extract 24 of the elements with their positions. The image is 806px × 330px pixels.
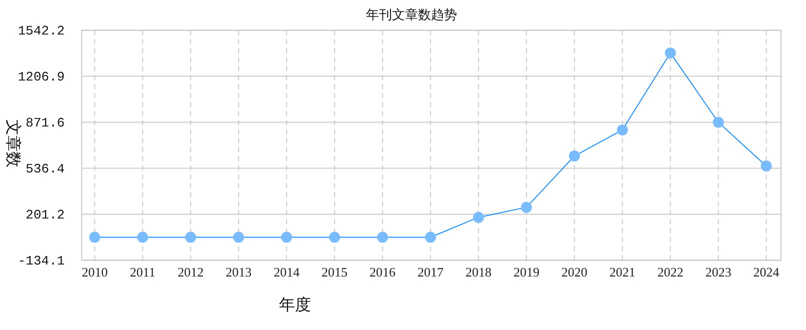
xtick: 2014 [274, 264, 300, 280]
xtick: 2023 [705, 264, 732, 280]
title: 年刊文章数趋势 [366, 7, 457, 22]
xtick: 2017 [418, 264, 444, 280]
ylabel: 文章数 [4, 119, 21, 168]
ytick: -134.1 [18, 253, 65, 268]
ytick: 201.2 [26, 207, 65, 222]
xtick: 2021 [609, 264, 636, 280]
xtick: 2018 [465, 264, 492, 280]
ytick: 536.4 [26, 161, 65, 176]
xtick: 2012 [178, 264, 204, 280]
xtick: 2019 [513, 264, 540, 280]
xtick: 2016 [370, 264, 396, 280]
ytick: 1206.9 [18, 69, 65, 84]
xlabel: 年度 [279, 297, 311, 314]
xtick: 2015 [322, 264, 348, 280]
ytick: 871.6 [26, 115, 65, 130]
xtick: 2022 [657, 264, 684, 280]
xtick: 2010 [82, 264, 108, 280]
xtick: 2013 [226, 264, 252, 280]
xtick: 2024 [753, 264, 780, 280]
ytick: 1542.2 [18, 23, 65, 38]
xtick: 2020 [561, 264, 588, 280]
xtick: 2011 [130, 264, 156, 280]
